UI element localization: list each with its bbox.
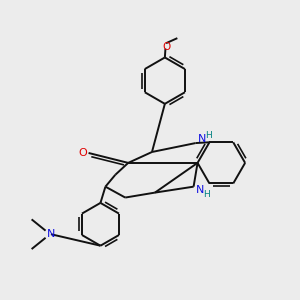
- Text: N: N: [196, 185, 204, 195]
- Text: N: N: [198, 134, 206, 145]
- Text: H: H: [205, 131, 212, 140]
- Text: O: O: [79, 148, 88, 158]
- Text: N: N: [47, 229, 55, 239]
- Text: H: H: [203, 190, 210, 199]
- Text: O: O: [162, 42, 170, 52]
